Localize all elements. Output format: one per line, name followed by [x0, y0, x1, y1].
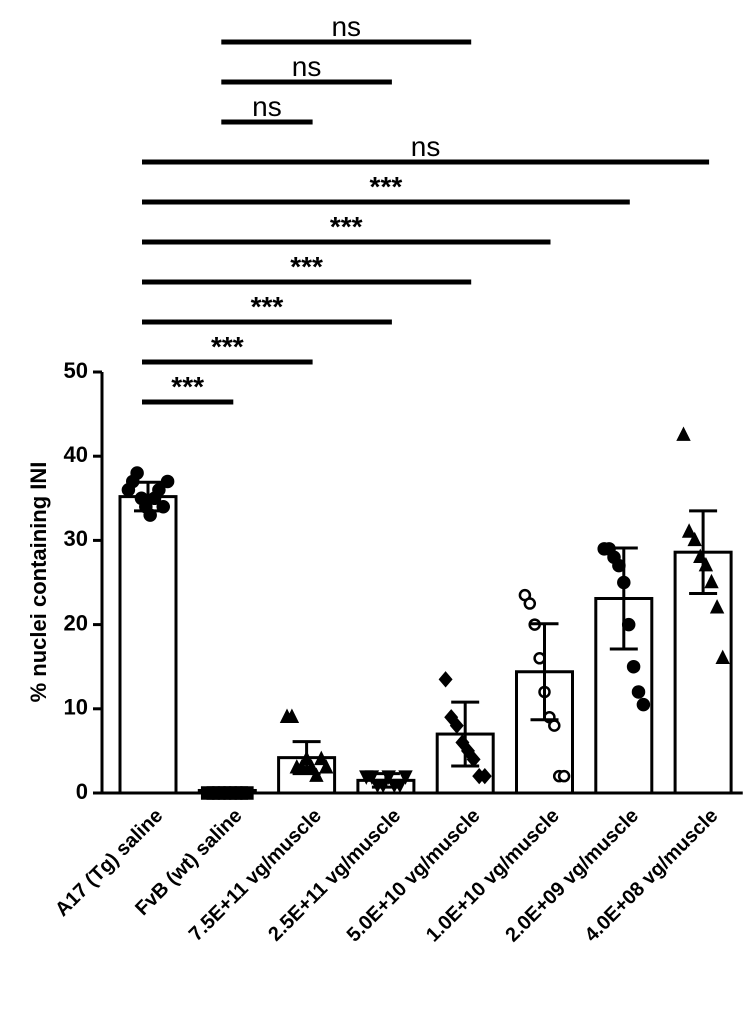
- data-point: [631, 685, 646, 699]
- data-point: [626, 659, 641, 674]
- significance-label: ns: [252, 91, 282, 122]
- y-tick-label: 20: [64, 610, 88, 635]
- y-tick-label: 0: [76, 779, 88, 804]
- data-point: [704, 573, 719, 589]
- x-tick-label: 7.5E+11 vg/muscle: [185, 805, 326, 946]
- significance-label: ***: [290, 251, 323, 282]
- data-point: [160, 474, 175, 489]
- data-point: [392, 778, 408, 794]
- data-point: [314, 750, 329, 766]
- data-point: [130, 466, 144, 480]
- data-point: [449, 717, 464, 734]
- significance-label: ns: [411, 131, 441, 162]
- y-tick-label: 30: [64, 526, 88, 551]
- data-point: [398, 770, 413, 785]
- data-point: [709, 599, 725, 614]
- data-point: [152, 483, 166, 497]
- data-point: [636, 697, 651, 712]
- significance-label: ns: [292, 51, 322, 82]
- data-point: [309, 767, 324, 782]
- y-tick-label: 40: [64, 442, 88, 467]
- data-point: [676, 426, 691, 441]
- x-tick-label: 5.0E+10 vg/muscle: [343, 805, 485, 947]
- data-point: [477, 768, 492, 785]
- data-point: [318, 759, 334, 774]
- y-tick-label: 50: [64, 358, 88, 383]
- data-point: [438, 671, 453, 688]
- bar: [118, 495, 178, 795]
- significance-label: ***: [211, 331, 244, 362]
- data-point: [548, 719, 561, 732]
- data-point: [687, 531, 702, 547]
- data-point: [557, 769, 571, 783]
- data-point: [681, 523, 697, 538]
- x-tick-label: 2.5E+11 vg/muscle: [264, 805, 405, 946]
- data-point: [523, 597, 537, 610]
- data-point: [715, 649, 730, 665]
- y-tick-label: 10: [64, 695, 88, 720]
- significance-label: ***: [251, 291, 284, 322]
- x-tick-label: 4.0E+08 vg/muscle: [581, 805, 723, 947]
- significance-label: ***: [370, 171, 403, 202]
- y-axis-label: % nuclei containing INI: [26, 462, 51, 703]
- data-point: [284, 708, 300, 723]
- significance-label: ***: [171, 371, 204, 402]
- x-tick-label: 1.0E+10 vg/muscle: [422, 805, 564, 947]
- x-tick-label: 2.0E+09 vg/muscle: [501, 805, 643, 947]
- significance-label: ns: [331, 11, 361, 42]
- significance-label: ***: [330, 211, 363, 242]
- data-point: [240, 786, 254, 800]
